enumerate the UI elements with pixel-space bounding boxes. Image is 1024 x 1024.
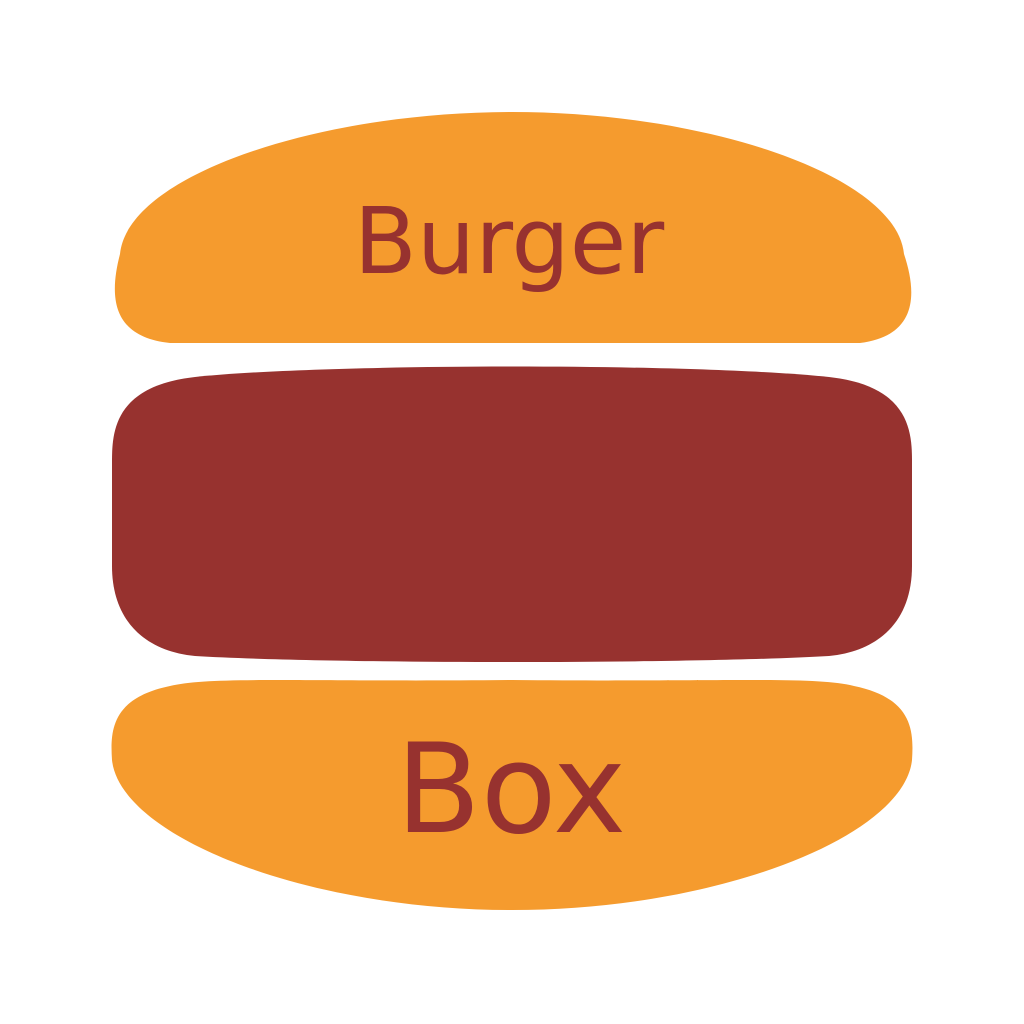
logo-top-word: Burger [354,188,665,295]
bottom-bun-icon [111,680,913,910]
logo-bottom-word: Box [396,718,627,862]
patty-icon [112,366,912,662]
top-bun-icon [114,112,912,343]
